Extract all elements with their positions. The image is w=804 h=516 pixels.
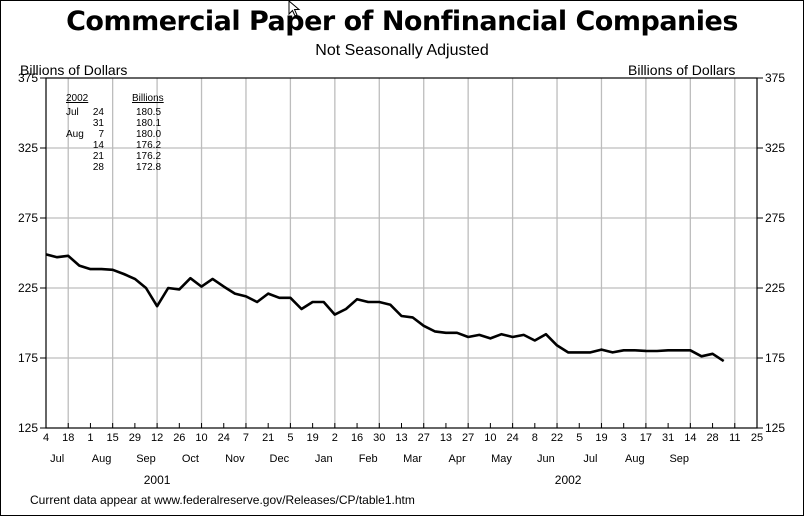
x-month-label: Jan [315, 453, 333, 465]
x-month-label: Jul [50, 453, 64, 465]
x-tick-label: 25 [751, 432, 763, 444]
y-tick-label-right: 125 [765, 421, 785, 435]
table-row-value: 180.1 [136, 118, 161, 129]
y-tick-label-left: 275 [18, 211, 38, 225]
x-tick-label: 4 [43, 432, 49, 444]
x-month-label: Aug [92, 453, 112, 465]
table-row-month: Aug [66, 129, 84, 140]
x-month-label: May [491, 453, 512, 465]
x-month-label: Sep [136, 453, 156, 465]
table-row-day: 31 [93, 118, 105, 129]
y-axis-label-right: Billions of Dollars [628, 62, 736, 78]
x-tick-label: 24 [506, 432, 518, 444]
x-tick-label: 29 [129, 432, 141, 444]
x-tick-label: 22 [551, 432, 563, 444]
y-tick-label-right: 175 [765, 351, 785, 365]
x-tick-label: 2 [332, 432, 338, 444]
x-tick-label: 18 [62, 432, 74, 444]
x-month-label: Dec [270, 453, 290, 465]
x-year-label: 2002 [555, 473, 582, 487]
x-tick-label: 10 [484, 432, 496, 444]
x-month-label: Apr [448, 453, 465, 465]
x-month-label: Jun [537, 453, 555, 465]
x-month-label: Sep [669, 453, 689, 465]
x-tick-label: 14 [684, 432, 696, 444]
y-tick-label-left: 175 [18, 351, 38, 365]
x-tick-label: 5 [287, 432, 293, 444]
x-tick-label: 27 [462, 432, 474, 444]
y-tick-label-right: 275 [765, 211, 785, 225]
x-tick-label: 19 [595, 432, 607, 444]
x-tick-label: 27 [418, 432, 430, 444]
y-tick-label-left: 325 [18, 141, 38, 155]
x-tick-label: 13 [440, 432, 452, 444]
table-row-value: 172.8 [136, 162, 161, 173]
x-tick-label: 19 [307, 432, 319, 444]
mouse-pointer-icon [288, 0, 301, 17]
x-tick-label: 5 [576, 432, 582, 444]
series-line [45, 253, 725, 363]
x-tick-label: 13 [395, 432, 407, 444]
table-header-year: 2002 [66, 93, 89, 104]
x-month-label: Oct [182, 453, 199, 465]
x-tick-label: 11 [729, 432, 740, 444]
x-tick-label: 17 [640, 432, 652, 444]
x-tick-label: 12 [151, 432, 163, 444]
x-tick-label: 8 [532, 432, 538, 444]
y-tick-label-right: 375 [765, 71, 785, 85]
y-tick-label-left: 225 [18, 281, 38, 295]
x-month-label: Feb [359, 453, 378, 465]
y-axis-label-left: Billions of Dollars [20, 62, 128, 78]
table-row-value: 176.2 [136, 151, 161, 162]
x-tick-label: 16 [351, 432, 363, 444]
x-month-label: Jul [583, 453, 597, 465]
table-row-value: 176.2 [136, 140, 161, 151]
x-month-label: Aug [625, 453, 645, 465]
y-tick-label-left: 375 [18, 71, 38, 85]
table-row-day: 7 [98, 129, 104, 140]
x-tick-label: 15 [107, 432, 119, 444]
x-tick-label: 7 [243, 432, 249, 444]
x-tick-label: 3 [621, 432, 627, 444]
x-tick-label: 26 [173, 432, 185, 444]
table-header-value: Billions [132, 93, 164, 104]
x-tick-label: 24 [218, 432, 230, 444]
x-tick-label: 21 [262, 432, 274, 444]
source-footnote: Current data appear at www.federalreserv… [30, 493, 415, 507]
x-year-label: 2001 [144, 473, 171, 487]
y-tick-label-right: 325 [765, 141, 785, 155]
table-row-day: 14 [93, 140, 105, 151]
x-tick-label: 30 [373, 432, 385, 444]
table-row-day: 21 [93, 151, 105, 162]
y-tick-label-left: 125 [18, 421, 38, 435]
x-tick-label: 31 [662, 432, 674, 444]
x-month-label: Nov [225, 453, 245, 465]
table-row-day: 28 [93, 162, 105, 173]
table-row-value: 180.5 [136, 107, 161, 118]
chart-title: Commercial Paper of Nonfinancial Compani… [66, 6, 738, 37]
chart-subtitle: Not Seasonally Adjusted [315, 42, 489, 59]
table-row-day: 24 [93, 107, 105, 118]
table-row-value: 180.0 [136, 129, 161, 140]
y-tick-label-right: 225 [765, 281, 785, 295]
table-row-month: Jul [66, 107, 79, 118]
x-tick-label: 1 [87, 432, 93, 444]
x-month-label: Mar [403, 453, 422, 465]
x-tick-label: 10 [195, 432, 207, 444]
x-tick-label: 28 [706, 432, 718, 444]
